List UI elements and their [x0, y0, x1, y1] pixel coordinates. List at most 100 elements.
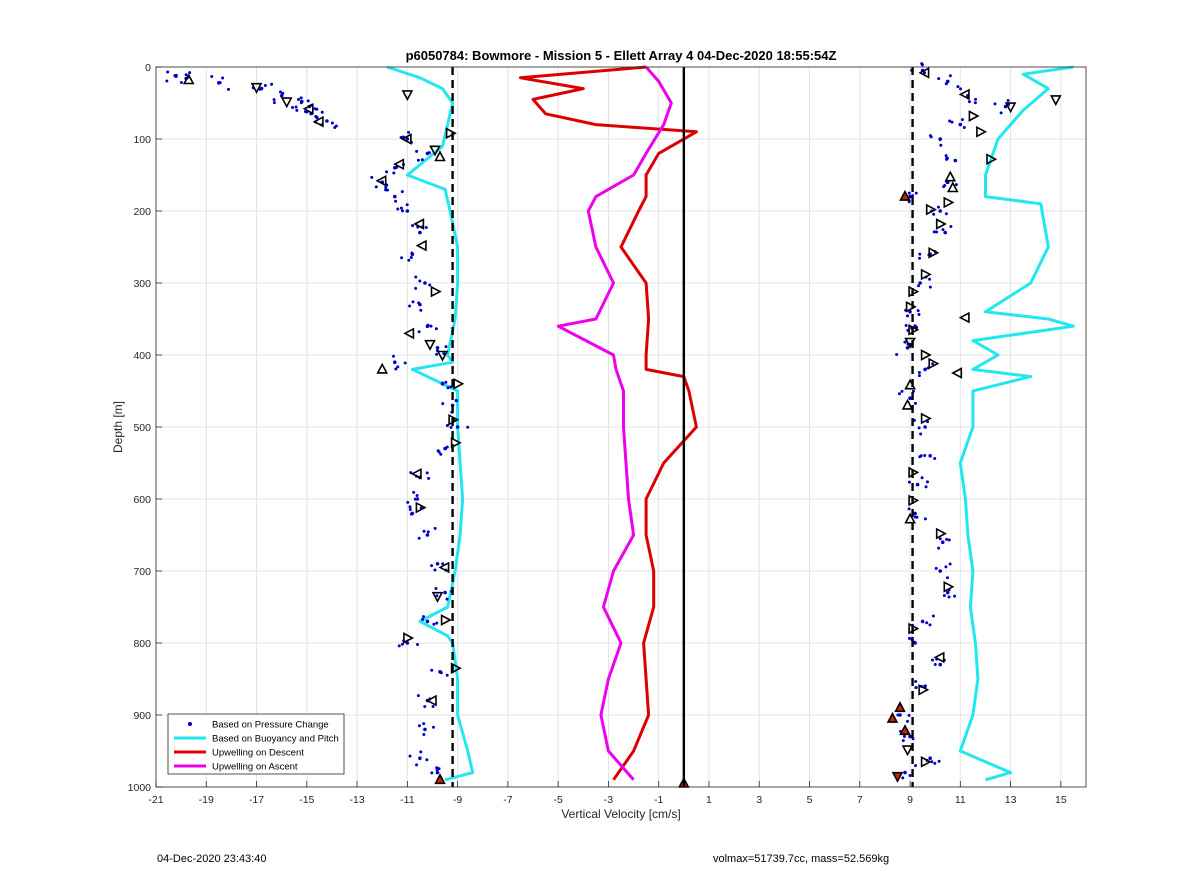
- marker-triangle-down-25: [431, 591, 444, 603]
- marker-triangle-right-36: [986, 153, 998, 166]
- pressure-point-5-24: [945, 590, 950, 595]
- pressure-dot: [918, 252, 922, 256]
- pressure-dot: [917, 426, 921, 430]
- pressure-dot: [435, 594, 439, 598]
- pressure-dot: [431, 705, 435, 709]
- marker-triangle-left-3: [302, 102, 314, 115]
- pressure-dot: [896, 713, 900, 717]
- marker-triangle-down-34: [1049, 95, 1062, 107]
- x-axis-ticks: -21 -19 -17 -15 -13 -11 -9 -7 -5 -3 -1 1 3 5 7 9 11 13 15: [148, 781, 1067, 806]
- marker-triangle-right-23: [415, 501, 427, 514]
- pressure-dot: [932, 230, 936, 234]
- pressure-dot: [410, 251, 414, 255]
- marker-triangle-right-21: [450, 436, 462, 449]
- pressure-dot: [423, 705, 427, 709]
- pressure-dot: [933, 662, 937, 666]
- pressure-dot: [931, 614, 935, 618]
- pressure-dot: [923, 71, 927, 75]
- pressure-dot: [916, 309, 920, 313]
- pressure-dot: [429, 324, 433, 328]
- pressure-dot: [948, 74, 952, 78]
- pressure-dot: [303, 110, 307, 114]
- legend-label-1: Based on Buoyancy and Pitch: [212, 734, 339, 745]
- pressure-dot: [948, 119, 952, 123]
- pressure-dot: [221, 76, 225, 80]
- x-tick-label-6: -9: [453, 794, 462, 806]
- pressure-dot: [395, 165, 399, 169]
- pressure-dot: [917, 312, 921, 316]
- marker-triangle-right-42: [925, 203, 937, 216]
- pressure-dot: [929, 135, 933, 139]
- pressure-dot: [953, 594, 957, 598]
- pressure-dot: [907, 636, 911, 640]
- pressure-dot: [917, 374, 921, 378]
- pressure-dot: [967, 100, 971, 104]
- pressure-dot: [385, 170, 389, 174]
- pressure-dot: [408, 505, 412, 509]
- pressure-dot: [445, 673, 449, 677]
- pressure-dot: [920, 476, 924, 480]
- pressure-dot: [397, 644, 401, 648]
- pressure-dot: [897, 392, 901, 396]
- pressure-dot: [415, 763, 419, 767]
- y-tick-label-7: 700: [133, 566, 151, 578]
- pressure-point-4-32: [443, 590, 447, 595]
- pressure-dot: [911, 737, 915, 741]
- pressure-dot: [416, 158, 420, 162]
- y-tick-label-1: 100: [133, 134, 151, 146]
- marker-triangle-down-17: [436, 350, 449, 362]
- pressure-dot: [439, 670, 443, 674]
- pressure-point-5-8: [908, 194, 912, 199]
- reference-lines: [451, 67, 914, 787]
- pressure-dot: [948, 562, 952, 566]
- pressure-dot: [427, 476, 431, 480]
- marker-triangle-up-66: [886, 711, 899, 723]
- marker-triangle-right-7: [445, 127, 457, 140]
- x-tick-label-14: 7: [857, 794, 863, 806]
- marker-triangle-right-69: [920, 755, 932, 768]
- pressure-dot: [399, 136, 403, 140]
- pressure-dot: [384, 188, 388, 192]
- pressure-dot: [408, 754, 412, 758]
- pressure-dot: [449, 425, 453, 429]
- pressure-dot: [928, 277, 932, 281]
- pressure-dot: [422, 529, 426, 533]
- pressure-dot: [427, 151, 431, 155]
- pressure-dot: [905, 719, 909, 723]
- marker-triangle-left-6: [400, 133, 412, 145]
- pressure-dot: [938, 137, 942, 141]
- pressure-dot: [226, 87, 230, 91]
- pressure-dot: [945, 157, 949, 161]
- marker-triangle-left-24: [438, 561, 450, 574]
- pressure-dot: [441, 402, 445, 406]
- marker-triangle-down-8: [429, 145, 441, 157]
- pressure-dot: [959, 87, 963, 91]
- marker-triangle-right-64: [918, 683, 930, 696]
- pressure-dot: [928, 623, 932, 627]
- pressure-dot: [993, 102, 997, 106]
- pressure-dot: [437, 450, 441, 454]
- pressure-dot: [396, 207, 400, 211]
- pressure-point-4-18: [423, 281, 427, 285]
- pressure-dot: [942, 593, 946, 597]
- pressure-dot: [391, 354, 395, 358]
- y-tick-label-3: 300: [133, 278, 151, 290]
- marker-triangle-up-38: [944, 170, 957, 182]
- marker-triangle-right-51: [920, 349, 932, 361]
- pressure-dot: [433, 526, 437, 530]
- x-tick-label-18: 15: [1055, 794, 1067, 806]
- pressure-dot: [394, 199, 398, 203]
- pressure-dot: [437, 767, 441, 771]
- marker-triangle-left-13: [415, 239, 427, 252]
- marker-triangle-left-12: [413, 218, 425, 230]
- pressure-dot: [315, 107, 319, 111]
- legend-label-0: Based on Pressure Change: [212, 720, 329, 731]
- y-tick-label-10: 1000: [128, 782, 152, 794]
- pressure-dot: [294, 105, 298, 109]
- pressure-dot: [426, 530, 430, 534]
- pressure-dot: [297, 97, 301, 101]
- pressure-point-5-27: [938, 662, 943, 667]
- pressure-dot: [270, 82, 274, 86]
- pressure-dot: [401, 209, 405, 213]
- pressure-dot: [408, 508, 412, 512]
